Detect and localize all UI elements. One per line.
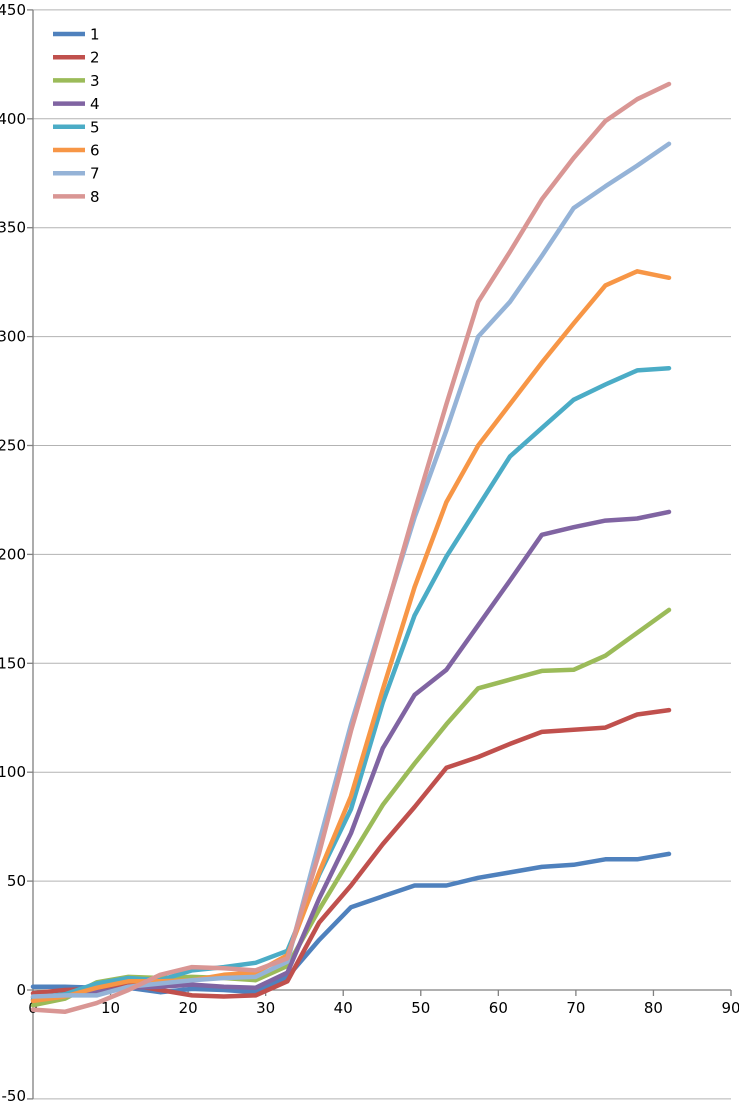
y-tick-label: 200 xyxy=(0,545,26,563)
y-tick-label: 100 xyxy=(0,763,26,781)
x-tick-label: 70 xyxy=(566,999,585,1017)
x-tick-label: 60 xyxy=(489,999,508,1017)
legend-item-8: 8 xyxy=(53,188,100,206)
legend-item-4: 4 xyxy=(53,95,100,113)
x-tick-label: 40 xyxy=(334,999,353,1017)
x-tick-label: 90 xyxy=(721,999,739,1017)
x-tick-label: 10 xyxy=(101,999,120,1017)
legend-item-7: 7 xyxy=(53,165,100,183)
legend-label-4: 4 xyxy=(90,95,100,113)
y-tick-label: 450 xyxy=(0,1,26,19)
series-line-7 xyxy=(30,141,672,999)
legend-item-6: 6 xyxy=(53,142,100,160)
y-tick-label: 50 xyxy=(7,872,26,890)
legend-label-7: 7 xyxy=(90,165,100,183)
legend-label-1: 1 xyxy=(90,26,100,44)
y-tick-label: 0 xyxy=(16,981,26,999)
y-tick-label: 250 xyxy=(0,437,26,455)
series-line-6 xyxy=(30,269,672,1004)
y-tick-label: 150 xyxy=(0,654,26,672)
legend-label-2: 2 xyxy=(90,49,100,67)
legend-label-6: 6 xyxy=(90,142,100,160)
series-line-5 xyxy=(30,365,672,1000)
legend-label-5: 5 xyxy=(90,118,100,136)
legend-item-3: 3 xyxy=(53,72,100,90)
y-tick-label: 300 xyxy=(0,328,26,346)
legend-label-8: 8 xyxy=(90,188,100,206)
y-tick-label: 350 xyxy=(0,219,26,237)
series-line-4 xyxy=(30,509,672,1003)
series-line-8 xyxy=(30,81,672,1015)
x-tick-label: 80 xyxy=(644,999,663,1017)
y-tick-label: 400 xyxy=(0,110,26,128)
legend-item-1: 1 xyxy=(53,26,100,44)
legend-item-2: 2 xyxy=(53,49,100,67)
series-lines xyxy=(30,81,672,1015)
legend-item-5: 5 xyxy=(53,118,100,136)
legend-label-3: 3 xyxy=(90,72,100,90)
x-tick-label: 20 xyxy=(179,999,198,1017)
series-line-1 xyxy=(30,851,672,995)
y-tick-label: -50 xyxy=(2,1087,27,1104)
legend: 1 2 3 4 5 6 7 8 xyxy=(53,26,100,206)
x-tick-label: 30 xyxy=(256,999,275,1017)
x-tick-label: 50 xyxy=(411,999,430,1017)
